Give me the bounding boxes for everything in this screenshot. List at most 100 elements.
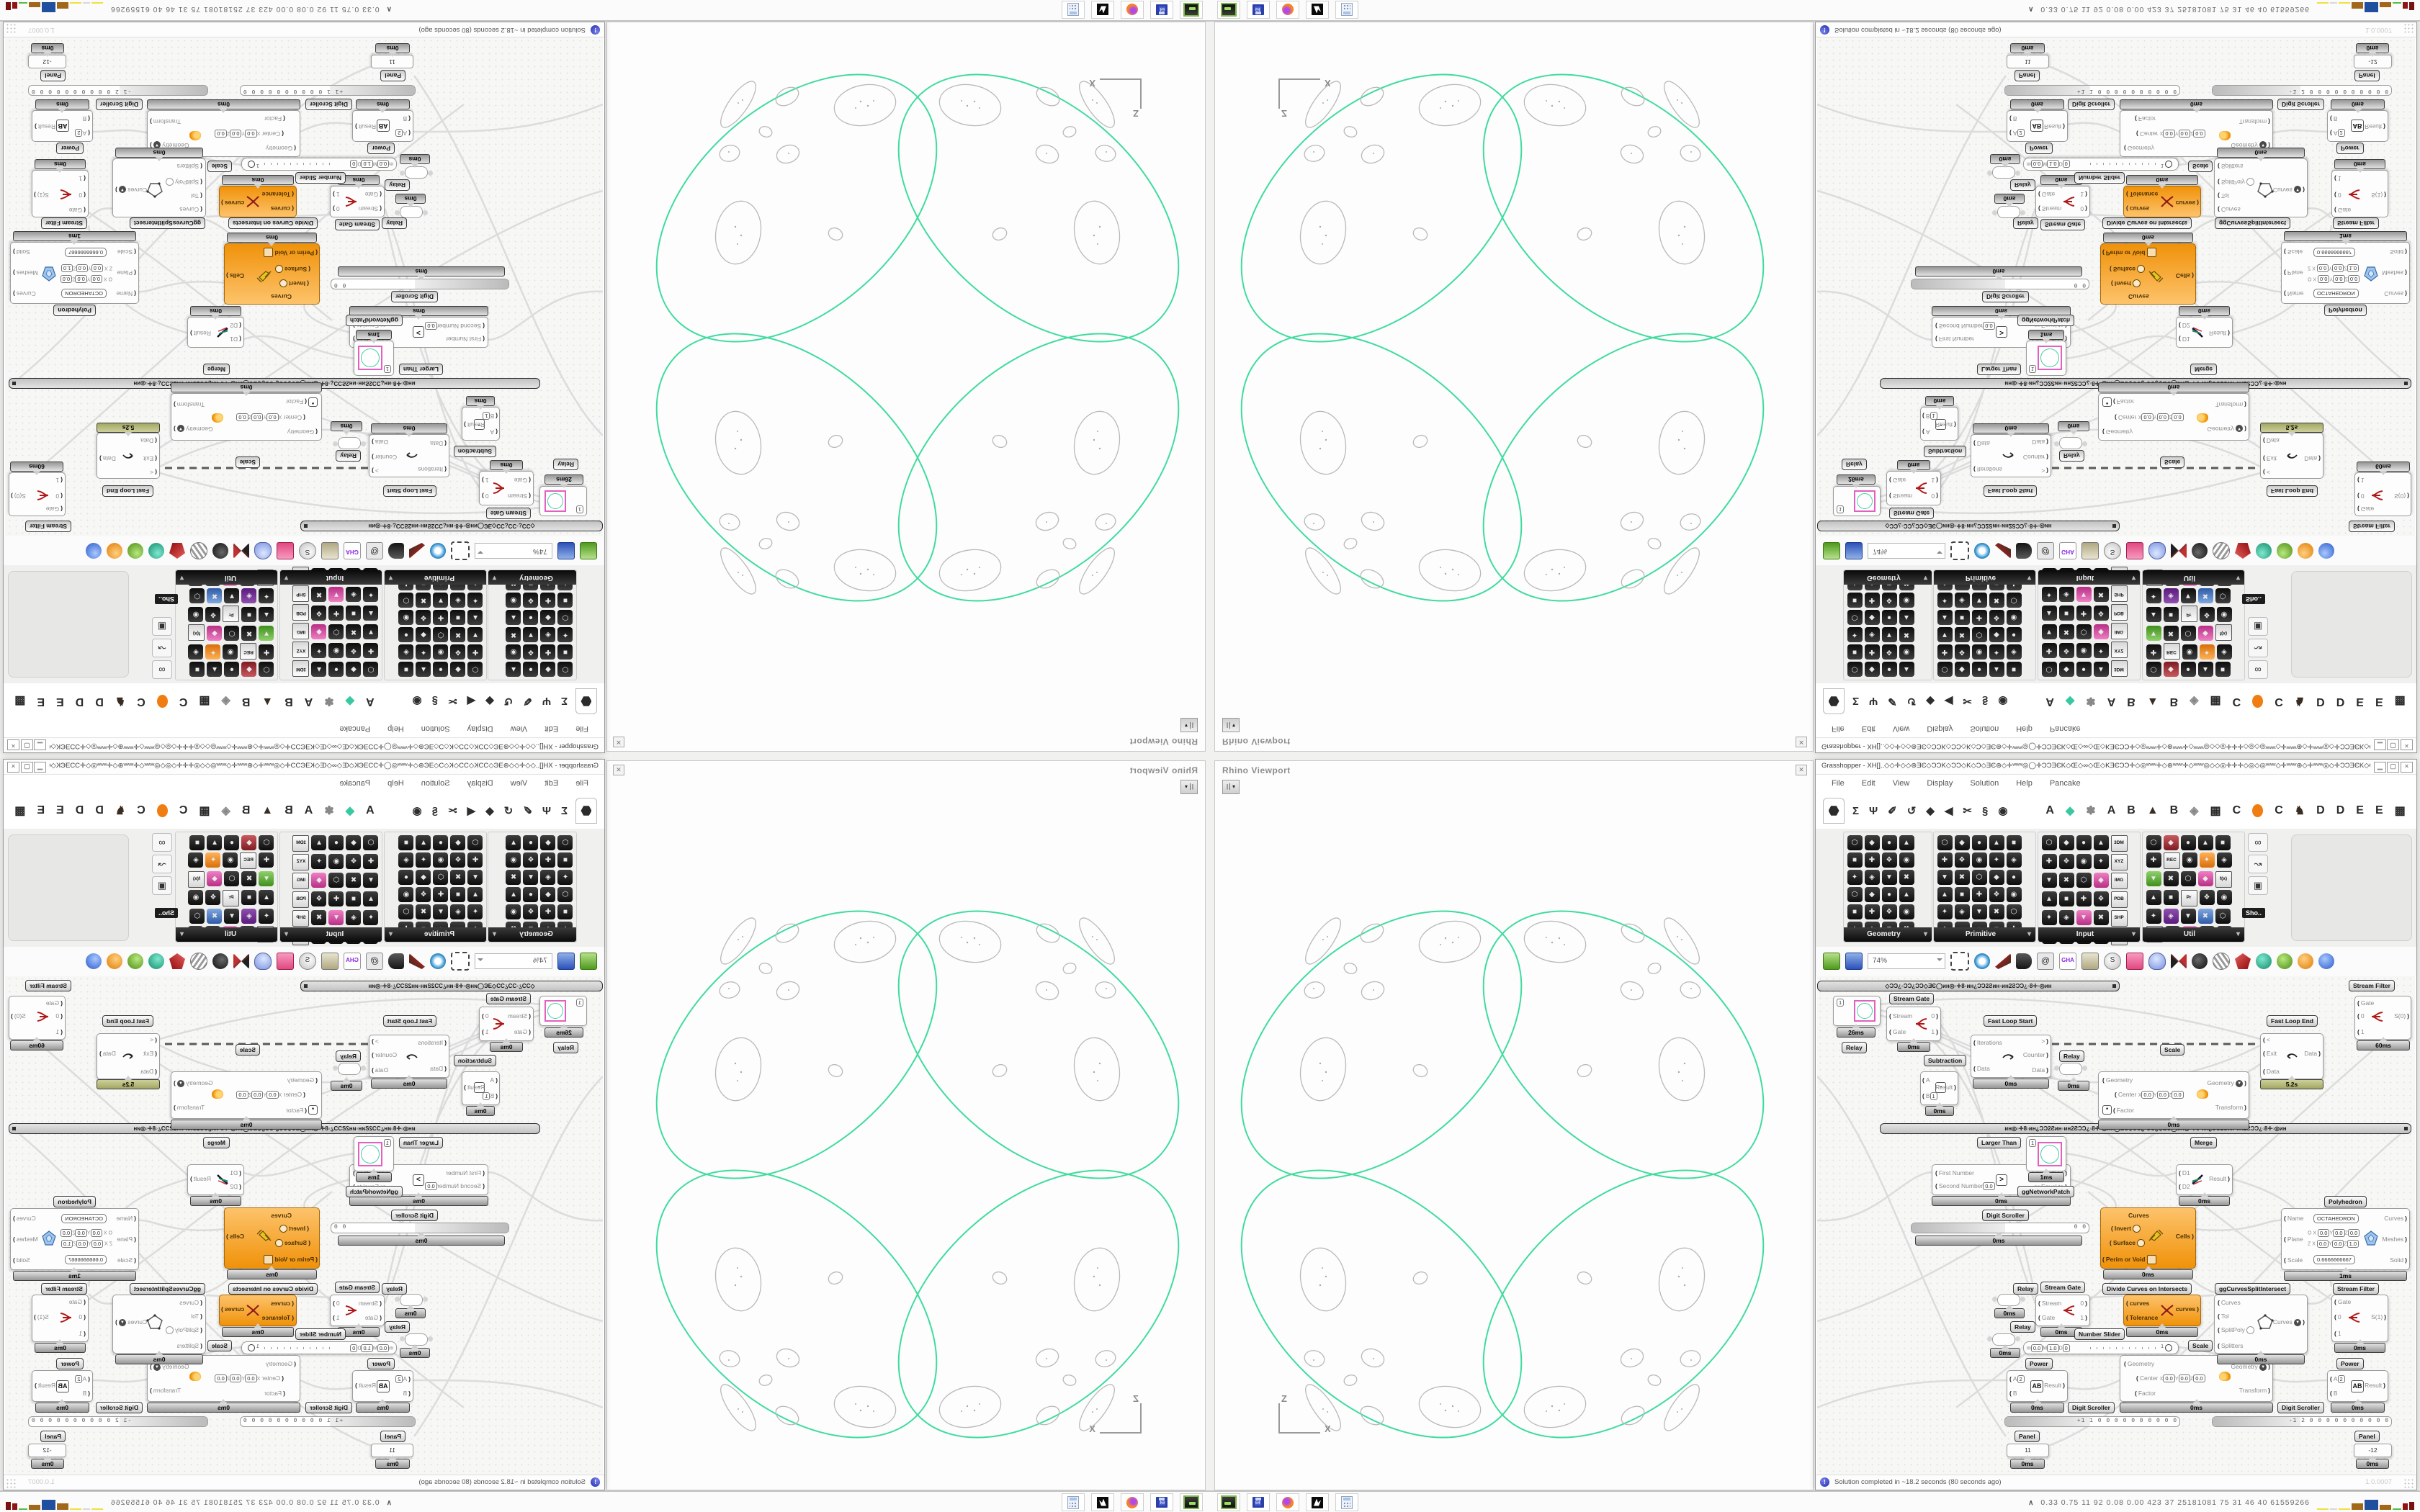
component-icon[interactable]: ◉: [1971, 852, 1987, 868]
menu-display[interactable]: Display: [1927, 779, 1953, 788]
subtraction-node[interactable]: A B1 - Result: [462, 407, 500, 441]
component-icon[interactable]: ▼: [259, 626, 274, 642]
gha-icon[interactable]: GHA: [344, 542, 361, 559]
component-icon[interactable]: ◉: [328, 853, 344, 869]
component-icon[interactable]: ✖: [2197, 588, 2213, 604]
component-icon[interactable]: ⬡: [2041, 662, 2057, 678]
mountain-icon[interactable]: ▲: [261, 804, 274, 816]
eye-icon[interactable]: [1974, 543, 1990, 559]
node-tag[interactable]: Stream Gate: [334, 219, 380, 230]
crossing-wires-icon[interactable]: [2171, 953, 2187, 969]
component-icon[interactable]: ✦: [2041, 909, 2057, 925]
slider-track[interactable]: [262, 1347, 330, 1349]
teal-sphere-icon[interactable]: [2256, 953, 2272, 969]
component-icon[interactable]: ◆: [1989, 869, 2004, 885]
component-icon[interactable]: ▲: [506, 886, 521, 902]
component-icon[interactable]: ✖: [207, 908, 223, 924]
gh-box-icon[interactable]: [388, 543, 404, 559]
component-icon[interactable]: ◉: [506, 852, 521, 868]
orange-sphere-icon[interactable]: [107, 953, 122, 969]
component-icon[interactable]: ❖: [1989, 610, 2004, 626]
component-icon[interactable]: REC: [240, 852, 257, 869]
node-tag[interactable]: Scale: [207, 1340, 232, 1351]
component-icon[interactable]: ▼: [2180, 588, 2196, 604]
component-icon[interactable]: ✚: [467, 644, 483, 660]
tab-intersect[interactable]: ✂: [1963, 805, 1972, 817]
component-icon[interactable]: ▲: [2197, 834, 2213, 850]
component-icon[interactable]: ●: [1971, 834, 1987, 850]
lightbulb-icon[interactable]: [254, 953, 272, 970]
power-node[interactable]: A2 B AB Result: [352, 1370, 413, 1402]
menu-solution[interactable]: Solution: [1970, 724, 1999, 733]
gh-canvas[interactable]: ◇ƆϽ¿◦ƆϽ¿ƆϽ◇ƎЄ◯ин◎◦✛8◦ин¿ƆϽ2Ƨин◦ин2ƧƆϽ¿◦8…: [1817, 37, 2415, 536]
collapse-caret-icon[interactable]: ∧: [2028, 5, 2034, 13]
component-icon[interactable]: ▲: [1899, 662, 1914, 678]
component-icon[interactable]: ✖: [346, 624, 362, 640]
component-icon[interactable]: ▼: [523, 869, 539, 885]
map-icon[interactable]: [2081, 542, 2099, 559]
component-icon[interactable]: ✚: [2146, 644, 2161, 660]
component-icon[interactable]: ❖: [523, 904, 539, 919]
component-icon[interactable]: PDB: [292, 891, 310, 908]
dark-sphere-icon[interactable]: [212, 953, 228, 969]
graph-preview-node[interactable]: 1: [2026, 1136, 2066, 1171]
component-icon[interactable]: ❖: [1881, 852, 1897, 868]
green-sphere-icon[interactable]: [127, 953, 143, 969]
teal-sphere-icon[interactable]: [2256, 543, 2272, 559]
subtraction-node[interactable]: A B1 - Result: [1920, 407, 1958, 441]
component-icon[interactable]: ■: [398, 662, 414, 678]
component-icon[interactable]: ✚: [1971, 610, 1987, 626]
easel-icon[interactable]: ▣: [2248, 876, 2268, 895]
stream-gate-node[interactable]: Stream Gate 0 1: [2035, 1295, 2090, 1326]
tab-display[interactable]: ◉: [1998, 695, 2008, 707]
node-tag[interactable]: Divide Curves on Intersects: [228, 217, 318, 229]
node-tag[interactable]: Number Slider: [295, 172, 346, 184]
stream-gate-node[interactable]: Stream Gate 0 1: [330, 186, 385, 217]
grid-icon[interactable]: ▦: [2210, 695, 2221, 707]
palette-name[interactable]: ▾ Input: [280, 570, 382, 585]
component-icon[interactable]: ●: [2006, 627, 2022, 643]
component-icon[interactable]: ◆: [241, 834, 257, 850]
node-tag[interactable]: Relay: [2013, 217, 2038, 229]
component-icon[interactable]: ■: [189, 662, 205, 678]
component-icon[interactable]: ◉: [398, 610, 414, 626]
component-icon[interactable]: ⬡: [557, 662, 573, 678]
bird-icon[interactable]: ♞: [2294, 805, 2305, 817]
node-tag[interactable]: Digit Scroller: [305, 1402, 352, 1413]
component-icon[interactable]: ▲: [506, 610, 521, 626]
node-tag[interactable]: Panel: [380, 70, 405, 81]
orange-sphere-icon[interactable]: [2298, 953, 2313, 969]
component-icon[interactable]: ■: [1847, 904, 1863, 919]
component-icon[interactable]: ◆: [346, 834, 362, 850]
menu-solution[interactable]: Solution: [421, 724, 450, 733]
tab-mesh[interactable]: ◀: [1944, 805, 1953, 817]
graph-preview-node[interactable]: 1: [539, 486, 587, 516]
slider-handle[interactable]: [2165, 1344, 2172, 1351]
component-icon[interactable]: ✖: [1954, 869, 1970, 885]
component-icon[interactable]: f(x): [188, 870, 205, 888]
gem-icon[interactable]: ◆: [345, 805, 355, 817]
component-icon[interactable]: XYZ: [2110, 642, 2128, 659]
node-tag[interactable]: Panel: [40, 70, 66, 81]
group-label-bar[interactable]: ◇ƆϽ¿◦ƆϽ¿ƆϽ◇ƎЄ◯ин◎◦✛8◦ин¿ƆϽ2Ƨин◦ин2ƧƆϽ¿◦8…: [1817, 981, 2120, 991]
curves-split-node[interactable]: curves Tolerance curves: [2123, 186, 2201, 217]
node-tag[interactable]: Stream Gate: [2040, 1282, 2086, 1293]
component-icon[interactable]: ❖: [1989, 886, 2004, 902]
node-tag[interactable]: Scale: [235, 1044, 260, 1056]
component-icon[interactable]: ◉: [2216, 889, 2232, 905]
resize-grip[interactable]: [6, 1478, 17, 1488]
node-tag[interactable]: ggNetworkPatch: [2017, 315, 2075, 326]
component-icon[interactable]: ◉: [1899, 904, 1914, 919]
tab-maths[interactable]: Σ: [560, 695, 568, 708]
power-node[interactable]: A2 B AB Result: [352, 110, 413, 142]
tab-vector[interactable]: ✐: [523, 805, 532, 817]
goggles2-icon[interactable]: ↝: [152, 855, 172, 873]
node-tag[interactable]: Merge: [2190, 364, 2218, 375]
component-icon[interactable]: ⬡: [224, 870, 240, 886]
node-tag[interactable]: Stream Filter: [2349, 980, 2395, 991]
component-icon[interactable]: ◈: [346, 909, 362, 925]
component-icon[interactable]: ✖: [1899, 627, 1914, 643]
firefox-icon[interactable]: [1121, 1, 1144, 19]
